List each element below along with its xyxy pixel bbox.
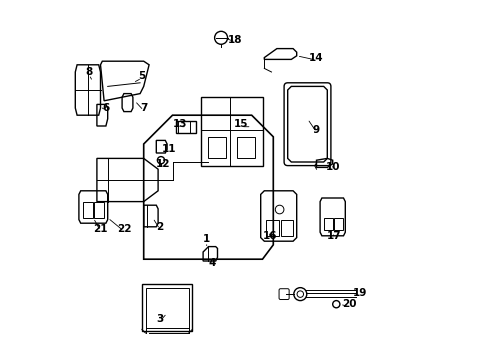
Text: 17: 17: [326, 231, 341, 241]
Text: 3: 3: [156, 314, 163, 324]
Bar: [94, 202, 104, 218]
Text: 9: 9: [312, 125, 320, 135]
Text: 8: 8: [85, 67, 92, 77]
Text: 6: 6: [102, 103, 109, 113]
Bar: [323, 218, 332, 230]
Bar: [82, 202, 92, 218]
Text: 1: 1: [203, 234, 210, 244]
Text: 14: 14: [308, 53, 323, 63]
Text: 13: 13: [172, 119, 186, 129]
Text: 2: 2: [156, 222, 163, 232]
Bar: [237, 137, 255, 158]
Text: 16: 16: [262, 231, 276, 241]
Bar: [333, 218, 342, 230]
Text: 4: 4: [208, 258, 215, 268]
Text: 18: 18: [228, 35, 242, 45]
Bar: [265, 220, 278, 236]
Text: 22: 22: [117, 224, 131, 234]
Text: 5: 5: [138, 71, 145, 81]
Text: 15: 15: [233, 119, 247, 129]
Text: 12: 12: [156, 159, 170, 169]
Text: 20: 20: [341, 299, 355, 309]
Bar: [280, 220, 292, 236]
Bar: [145, 288, 188, 328]
Text: 7: 7: [140, 103, 147, 113]
Text: 11: 11: [162, 144, 176, 154]
Text: 10: 10: [325, 162, 339, 172]
Bar: [208, 137, 226, 158]
Bar: [176, 121, 196, 133]
Bar: [142, 284, 192, 331]
Text: 19: 19: [352, 288, 366, 298]
Text: 21: 21: [93, 224, 107, 234]
